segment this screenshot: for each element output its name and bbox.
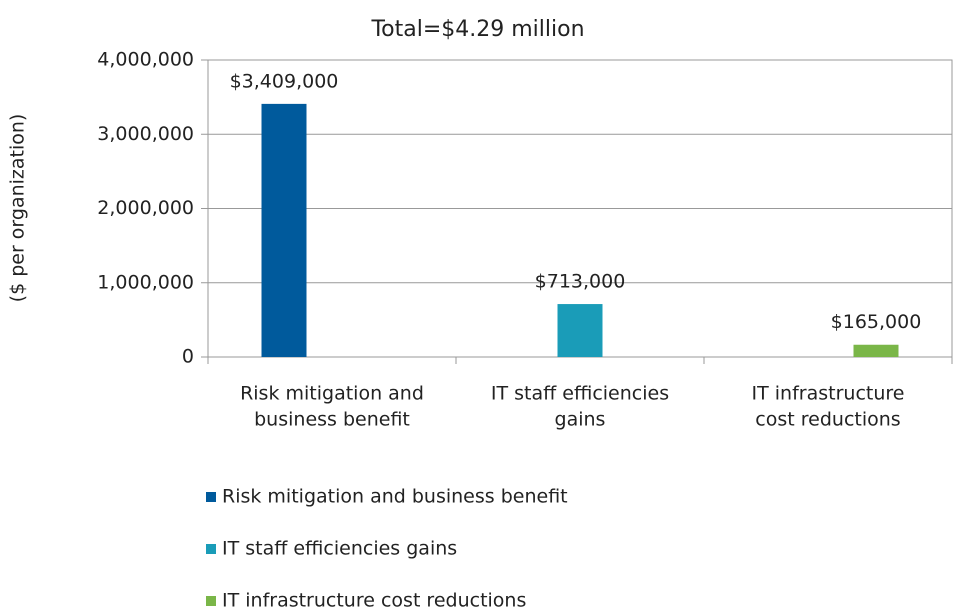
y-tick-label: 3,000,000	[97, 123, 194, 145]
bar	[853, 344, 899, 357]
legend-label: Risk mitigation and business benefit	[222, 486, 568, 508]
data-label: $165,000	[831, 311, 922, 333]
x-tick-label: Risk mitigation and	[240, 383, 424, 405]
bar	[557, 304, 603, 357]
x-tick-label: IT staff efficiencies	[491, 383, 669, 405]
x-tick-label: gains	[555, 409, 606, 431]
x-tick-label: business benefit	[254, 409, 410, 431]
y-tick-label: 1,000,000	[97, 271, 194, 293]
y-axis-label: ($ per organization)	[7, 114, 29, 303]
legend-swatch	[206, 544, 216, 554]
y-tick-label: 2,000,000	[97, 197, 194, 219]
data-label: $3,409,000	[230, 70, 339, 92]
y-tick-label: 0	[182, 346, 194, 368]
x-tick-label: IT infrastructure	[752, 383, 905, 405]
legend-label: IT infrastructure cost reductions	[222, 590, 526, 611]
legend-swatch	[206, 596, 216, 606]
legend-label: IT staff efficiencies gains	[222, 538, 457, 560]
data-label: $713,000	[535, 271, 626, 293]
x-tick-label: cost reductions	[755, 409, 900, 431]
y-tick-label: 4,000,000	[97, 49, 194, 71]
chart-title: Total=$4.29 million	[370, 17, 584, 42]
legend-swatch	[206, 492, 216, 502]
bar	[261, 103, 307, 358]
